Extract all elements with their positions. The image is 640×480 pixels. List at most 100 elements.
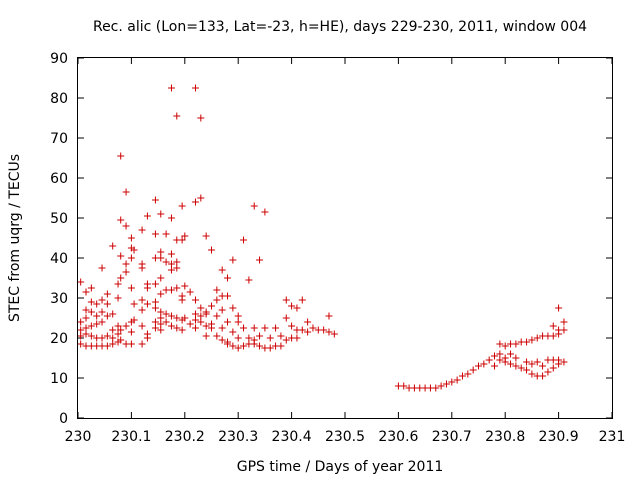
data-point	[533, 358, 541, 366]
data-point	[245, 334, 253, 342]
y-tick-label: 20	[50, 331, 68, 347]
data-point	[127, 234, 135, 242]
data-point	[98, 334, 106, 342]
data-point	[549, 322, 557, 330]
data-point	[178, 202, 186, 210]
data-point	[528, 370, 536, 378]
data-point	[138, 306, 146, 314]
data-point	[325, 312, 333, 320]
x-tick-label: 230.4	[272, 429, 312, 445]
data-point	[224, 318, 232, 326]
data-point	[240, 236, 248, 244]
data-point	[191, 310, 199, 318]
data-point	[157, 308, 165, 316]
data-point	[282, 314, 290, 322]
data-point	[138, 264, 146, 272]
x-tick-label: 230.3	[218, 429, 258, 445]
y-tick-label: 60	[50, 171, 68, 187]
data-point	[218, 266, 226, 274]
data-point	[93, 300, 101, 308]
data-point	[109, 310, 117, 318]
data-point	[151, 318, 159, 326]
data-point	[186, 320, 194, 328]
data-point	[157, 314, 165, 322]
data-point	[507, 350, 515, 358]
data-point	[517, 364, 525, 372]
data-point	[162, 318, 170, 326]
data-point	[181, 282, 189, 290]
data-point	[178, 296, 186, 304]
data-point	[87, 322, 95, 330]
data-point	[87, 284, 95, 292]
x-tick-label: 230.5	[325, 429, 365, 445]
data-point	[191, 316, 199, 324]
data-point	[240, 324, 248, 332]
data-point	[109, 340, 117, 348]
data-point	[130, 246, 138, 254]
data-point	[320, 326, 328, 334]
data-point	[256, 332, 264, 340]
data-point	[266, 334, 274, 342]
data-point	[469, 366, 477, 374]
data-point	[512, 340, 520, 348]
data-point	[98, 296, 106, 304]
data-point	[122, 188, 130, 196]
data-point	[77, 278, 85, 286]
data-point	[167, 266, 175, 274]
data-point	[173, 324, 181, 332]
data-point	[277, 332, 285, 340]
data-point	[151, 280, 159, 288]
data-point	[202, 322, 210, 330]
data-point	[122, 260, 130, 268]
data-point	[224, 274, 232, 282]
data-point	[98, 318, 106, 326]
data-point	[167, 312, 175, 320]
data-point	[293, 334, 301, 342]
data-point	[544, 368, 552, 376]
data-point	[82, 330, 90, 338]
x-tick-label: 230	[65, 429, 92, 445]
data-point	[432, 384, 440, 392]
data-point	[173, 264, 181, 272]
data-point	[151, 324, 159, 332]
data-point	[186, 288, 194, 296]
y-tick-label: 50	[50, 211, 68, 227]
data-point	[87, 298, 95, 306]
data-point	[202, 310, 210, 318]
data-point	[157, 274, 165, 282]
data-point	[475, 362, 482, 370]
data-point	[197, 304, 205, 312]
data-point	[197, 318, 205, 326]
data-point	[103, 332, 111, 340]
data-point	[250, 340, 258, 348]
x-axis-label: GPS time / Days of year 2011	[237, 459, 444, 475]
data-point	[491, 362, 499, 370]
data-point	[555, 330, 563, 338]
data-point	[77, 326, 85, 334]
data-point	[330, 330, 338, 338]
data-point	[138, 226, 146, 234]
data-point	[539, 372, 547, 380]
data-point	[157, 254, 165, 262]
data-point	[549, 364, 557, 372]
data-point	[173, 314, 181, 322]
data-point	[501, 342, 509, 350]
data-point	[82, 314, 90, 322]
data-point	[491, 352, 499, 360]
data-point	[197, 312, 205, 320]
data-point	[229, 304, 237, 312]
data-point	[151, 230, 159, 238]
data-point	[298, 326, 306, 334]
data-point	[87, 332, 95, 340]
y-tick-label: 0	[59, 411, 68, 427]
data-point	[191, 296, 199, 304]
data-point	[77, 332, 85, 340]
data-point	[256, 342, 264, 350]
data-point	[127, 284, 135, 292]
data-point	[224, 340, 232, 348]
data-point	[507, 360, 515, 368]
data-point	[103, 342, 111, 350]
data-point	[77, 340, 85, 348]
y-tick-label: 10	[50, 371, 68, 387]
data-point	[117, 152, 125, 160]
